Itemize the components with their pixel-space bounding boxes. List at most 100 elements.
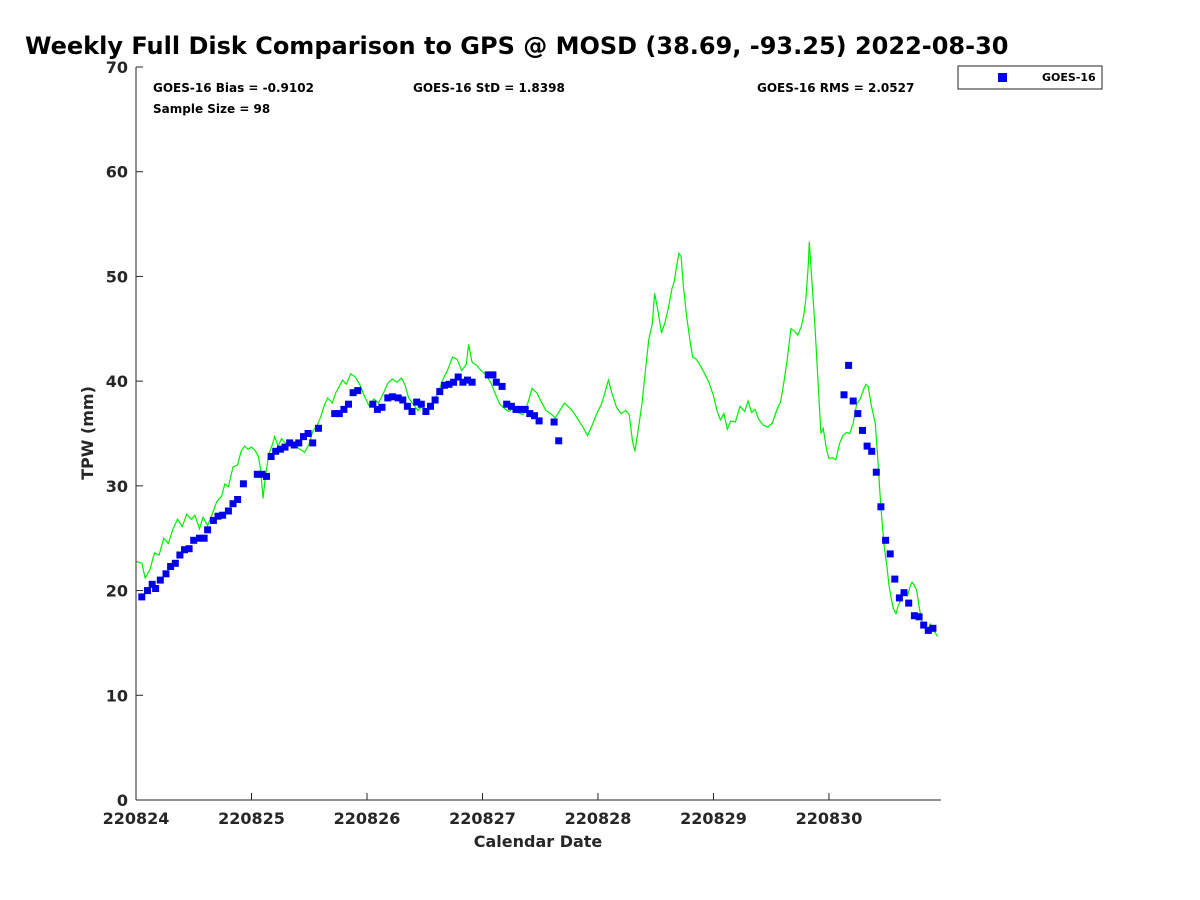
goes16-point bbox=[905, 599, 913, 607]
goes16-point bbox=[872, 468, 880, 476]
goes16-point bbox=[507, 402, 515, 410]
plot-area bbox=[136, 67, 941, 800]
stat-std: GOES-16 StD = 1.8398 bbox=[413, 81, 565, 95]
goes16-point bbox=[526, 410, 534, 418]
goes16-point bbox=[190, 536, 198, 544]
goes16-point bbox=[431, 396, 439, 404]
goes16-point bbox=[295, 439, 303, 447]
goes16-point bbox=[253, 470, 261, 478]
goes16-point bbox=[849, 397, 857, 405]
goes16-point bbox=[156, 576, 164, 584]
goes16-point bbox=[219, 511, 227, 519]
goes16-point bbox=[468, 378, 476, 386]
goes16-point bbox=[924, 626, 932, 634]
goes16-point bbox=[555, 437, 563, 445]
goes16-point bbox=[492, 378, 500, 386]
goes16-point bbox=[531, 412, 538, 420]
x-tick-label: 220828 bbox=[565, 809, 632, 828]
goes16-point bbox=[239, 480, 247, 488]
goes16-point bbox=[895, 594, 903, 602]
x-tick-label: 220824 bbox=[103, 809, 170, 828]
goes16-point bbox=[450, 378, 458, 386]
goes16-point bbox=[229, 500, 237, 508]
stat-rms: GOES-16 RMS = 2.0527 bbox=[757, 81, 914, 95]
goes16-point bbox=[910, 612, 918, 620]
goes16-point bbox=[181, 546, 188, 554]
goes16-point bbox=[224, 507, 232, 515]
goes16-point bbox=[440, 381, 448, 389]
goes16-point bbox=[859, 426, 866, 434]
goes16-point bbox=[882, 536, 890, 544]
y-tick-label: 50 bbox=[106, 267, 128, 286]
goes16-point bbox=[915, 613, 923, 621]
goes16-point bbox=[550, 418, 558, 426]
y-tick-label: 20 bbox=[106, 582, 128, 601]
goes16-point bbox=[152, 585, 160, 592]
x-axis-label: Calendar Date bbox=[474, 832, 603, 851]
goes16-point bbox=[394, 394, 402, 402]
stat-bias: GOES-16 Bias = -0.9102 bbox=[153, 81, 314, 95]
goes16-point bbox=[234, 496, 242, 503]
goes16-point bbox=[290, 441, 298, 449]
goes16-point bbox=[185, 545, 193, 553]
goes16-point bbox=[417, 400, 425, 408]
goes16-point bbox=[891, 575, 899, 583]
goes16-series bbox=[138, 361, 937, 634]
goes16-point bbox=[436, 388, 444, 396]
chart-title: Weekly Full Disk Comparison to GPS @ MOS… bbox=[25, 32, 1008, 60]
y-tick-label: 0 bbox=[117, 791, 128, 810]
goes16-point bbox=[408, 408, 416, 415]
goes16-point bbox=[331, 410, 339, 418]
goes16-point bbox=[498, 382, 506, 390]
y-tick-label: 10 bbox=[106, 686, 128, 705]
goes16-point bbox=[521, 405, 529, 413]
legend: GOES-16 bbox=[957, 65, 1103, 90]
x-tick-label: 220825 bbox=[218, 809, 285, 828]
goes16-point bbox=[427, 402, 434, 410]
x-tick-label: 220827 bbox=[449, 809, 516, 828]
goes16-point bbox=[209, 516, 217, 524]
goes16-point bbox=[309, 439, 317, 447]
goes16-point bbox=[281, 443, 289, 451]
goes16-point bbox=[459, 378, 467, 386]
goes16-point bbox=[900, 589, 908, 597]
goes16-point bbox=[413, 398, 421, 406]
goes16-point bbox=[373, 405, 381, 413]
y-ticks: 0 10 20 30 40 50 60 70 bbox=[106, 58, 143, 810]
legend-label: GOES-16 bbox=[1042, 71, 1096, 84]
goes16-point bbox=[335, 410, 343, 418]
goes16-point bbox=[399, 396, 407, 404]
y-tick-label: 60 bbox=[106, 163, 128, 182]
goes16-point bbox=[148, 580, 156, 588]
goes16-point bbox=[464, 376, 471, 384]
goes16-point bbox=[454, 373, 462, 381]
goes16-point bbox=[144, 587, 151, 595]
goes16-point bbox=[286, 439, 294, 447]
goes16-point bbox=[300, 433, 307, 441]
y-axis-label: TPW (mm) bbox=[78, 386, 97, 480]
goes16-point bbox=[877, 503, 885, 511]
goes16-point bbox=[138, 593, 146, 601]
goes16-point bbox=[517, 405, 525, 413]
goes16-point bbox=[196, 534, 203, 542]
gps-series bbox=[135, 241, 939, 637]
goes16-point bbox=[854, 410, 862, 418]
goes16-point bbox=[403, 402, 411, 410]
gps-line bbox=[135, 241, 939, 637]
goes16-point bbox=[354, 387, 362, 395]
goes16-point bbox=[840, 391, 848, 399]
x-tick-label: 220826 bbox=[334, 809, 401, 828]
goes16-point bbox=[535, 417, 543, 425]
goes16-point bbox=[503, 400, 511, 408]
goes16-point bbox=[263, 472, 270, 480]
goes16-point bbox=[315, 424, 322, 432]
goes16-point bbox=[276, 445, 284, 453]
goes16-point bbox=[489, 371, 497, 379]
goes16-point bbox=[384, 394, 392, 402]
goes16-point bbox=[378, 403, 386, 411]
goes16-point bbox=[258, 470, 266, 478]
goes16-point bbox=[176, 551, 184, 559]
goes16-point bbox=[512, 405, 520, 413]
goes16-point bbox=[422, 408, 430, 415]
legend-marker bbox=[998, 73, 1007, 82]
